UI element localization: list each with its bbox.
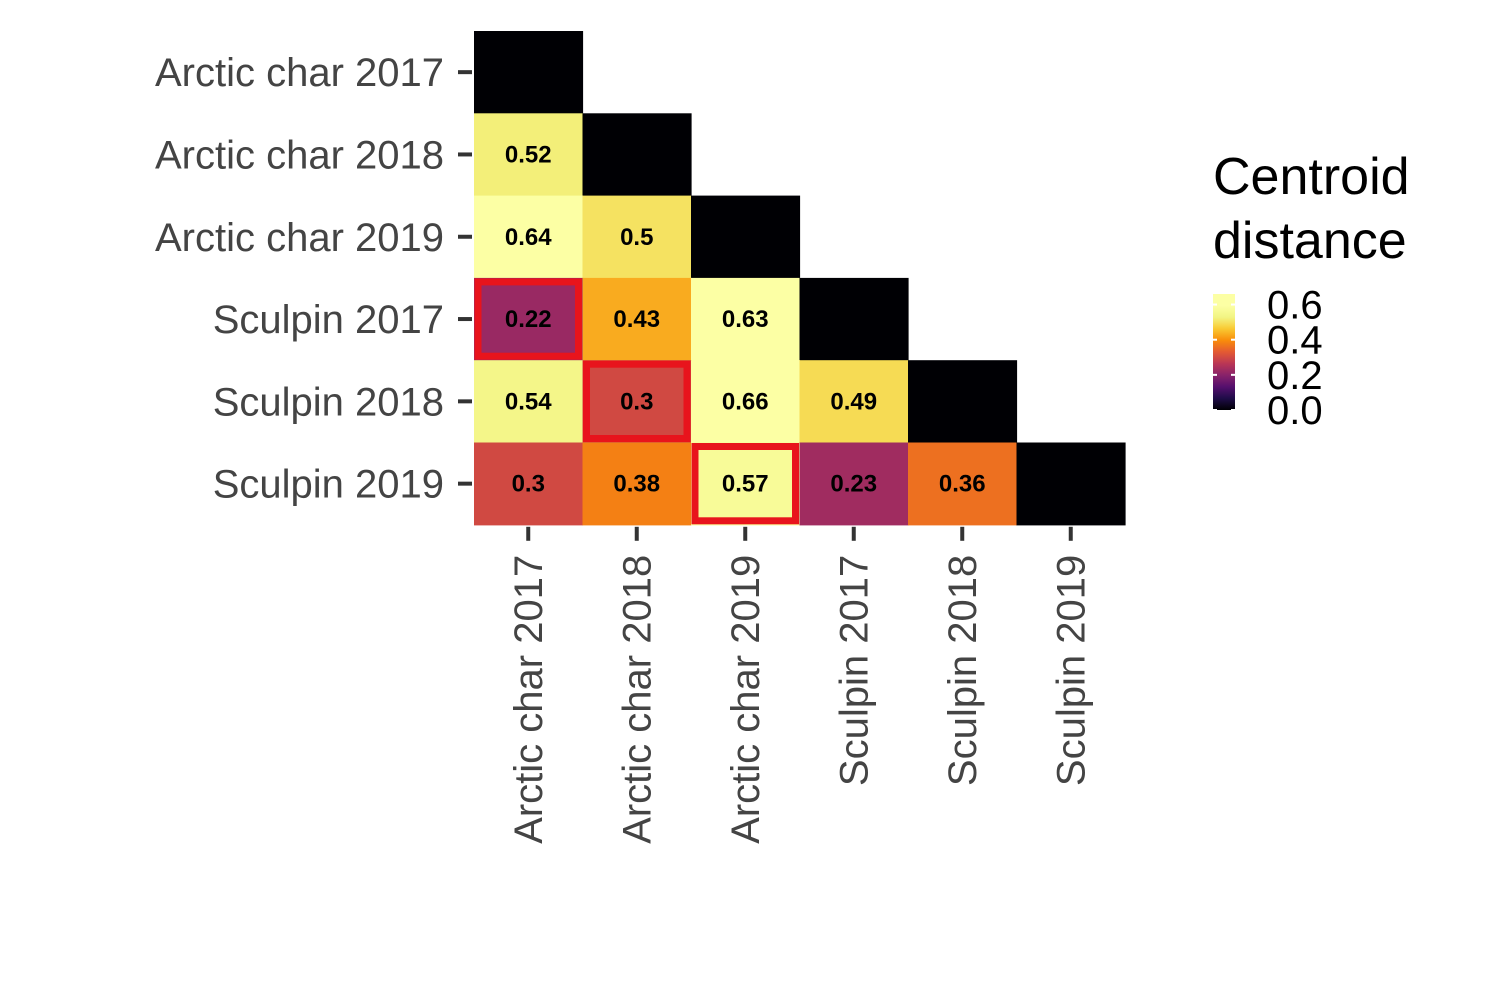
cell-value-label: 0.64 [505,224,552,251]
heatmap-cell [799,360,909,444]
x-tick-label: Sculpin 2018 [941,555,985,786]
cell-value-label: 0.3 [512,471,545,498]
heatmap-cell [582,113,692,197]
heatmap-cell [799,277,909,361]
heatmap-cell [474,277,584,361]
cell-value-label: 0.38 [613,471,660,498]
heatmap-cell [474,31,584,114]
cell-value-label: 0.5 [620,224,653,251]
cell-value-label: 0.43 [613,306,660,333]
legend-tick-label: 0.6 [1267,284,1323,328]
x-axis: Arctic char 2017 Arctic char 2018 Arctic c… [507,526,1094,844]
heatmap-cell [799,442,909,526]
cell-value-label: 0.23 [830,471,877,498]
y-axis: Arctic char 2017 Arctic char 2018 Arctic c… [155,51,472,507]
heatmap-cell [691,442,801,526]
heatmap-cell [474,360,584,444]
legend-title-line-2: distance [1213,212,1407,270]
y-tick-label: Sculpin 2018 [213,380,444,424]
x-tick-label: Arctic char 2018 [616,555,660,844]
highlight-borders [474,278,799,525]
heatmap-cell [691,195,801,279]
cell-value-label: 0.36 [939,471,986,498]
x-tick-label: Sculpin 2017 [833,555,877,786]
x-tick-label: Sculpin 2019 [1050,555,1094,786]
heatmap-cell [691,277,801,361]
legend-tick-label: 0.0 [1267,389,1323,433]
heatmap-cells [474,31,1126,526]
cell-value-label: 0.54 [505,388,552,415]
legend-tick-label: 0.2 [1267,354,1323,398]
y-tick-label: Arctic char 2017 [155,51,444,95]
heatmap-cell [908,442,1018,526]
heatmap-cell [908,360,1018,444]
x-tick-label: Arctic char 2019 [724,555,768,844]
highlight-border [583,360,691,443]
legend-colorbar [1213,294,1235,410]
cell-value-label: 0.57 [722,471,769,498]
color-legend: Centroid distance 0.60.40.20.0 [1213,148,1410,433]
heatmap-cell [582,277,692,361]
heatmap-cell [474,113,584,197]
legend-title-line-1: Centroid [1213,148,1410,206]
cell-value-label: 0.3 [620,388,653,415]
heatmap-cell [474,442,584,526]
highlight-border [691,443,799,525]
heatmap-cell [691,360,801,444]
legend-tick-label: 0.4 [1267,319,1323,363]
cell-value-label: 0.22 [505,306,552,333]
highlight-border [474,278,582,360]
y-tick-label: Arctic char 2018 [155,133,444,177]
heatmap-cell [474,195,584,279]
cell-value-labels: 0.52 0.64 0.5 0.22 0.43 0.63 0.54 0.3 0.66 0.49 0.… [505,141,986,497]
x-tick-label: Arctic char 2017 [507,555,551,844]
heatmap-cell [1016,442,1126,526]
y-tick-label: Sculpin 2019 [213,463,444,507]
cell-value-label: 0.49 [830,388,877,415]
cell-value-label: 0.66 [722,388,769,415]
heatmap-cell [582,360,692,444]
heatmap-cell [582,442,692,526]
y-tick-label: Sculpin 2017 [213,298,444,342]
heatmap-cell [582,195,692,279]
cell-value-label: 0.63 [722,306,769,333]
y-tick-label: Arctic char 2019 [155,216,444,260]
cell-value-label: 0.52 [505,141,552,168]
